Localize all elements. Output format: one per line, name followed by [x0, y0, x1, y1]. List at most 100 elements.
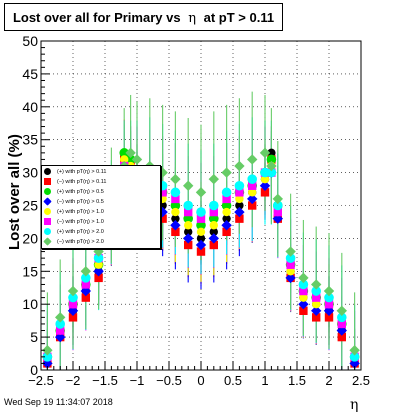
y-tick-label: 25	[22, 198, 38, 214]
data-point	[286, 267, 295, 276]
legend-marker	[43, 197, 52, 206]
data-point	[196, 247, 206, 256]
y-tick-label: 0	[30, 362, 38, 378]
data-point	[312, 293, 321, 302]
chart-title: Lost over all for Primary vs η at pT > 0…	[4, 3, 283, 31]
data-point	[183, 200, 193, 211]
data-point	[299, 286, 308, 296]
data-point	[266, 167, 277, 178]
data-point	[336, 305, 347, 316]
data-point	[208, 173, 219, 185]
data-point	[266, 160, 277, 172]
data-point	[170, 220, 181, 231]
legend-entry: (−) with pT(η) > 1.0	[44, 218, 104, 227]
data-point	[235, 194, 244, 204]
data-point	[125, 147, 136, 159]
data-point	[311, 279, 322, 290]
legend-label: (+) with pT(η) > 1.0	[57, 209, 104, 215]
data-point	[171, 194, 180, 204]
data-point	[234, 180, 245, 191]
legend-marker	[44, 208, 51, 216]
data-point	[285, 272, 296, 284]
legend-label: (+) with pT(η) > 0.11	[57, 169, 107, 175]
legend-marker	[44, 178, 51, 186]
legend-label: (−) with pT(η) > 2.0	[57, 239, 104, 245]
data-point	[248, 201, 257, 210]
legend-label: (−) with pT(η) > 0.5	[57, 199, 104, 205]
legend-label: (−) with pT(η) > 0.11	[57, 179, 107, 185]
x-tick-label: 0.5	[224, 373, 242, 388]
data-point	[94, 273, 103, 283]
data-point	[222, 207, 231, 217]
data-point	[285, 246, 296, 257]
data-point	[337, 319, 346, 329]
y-tick-label: 45	[22, 66, 38, 82]
legend-entry: (+) with pT(η) > 0.11	[44, 168, 106, 177]
y-tick-label: 35	[22, 132, 38, 148]
data-point	[195, 187, 207, 198]
x-tick-label: 2	[325, 373, 332, 388]
data-point	[298, 299, 309, 310]
data-point	[209, 240, 218, 250]
legend-label: (+) with pT(η) > 2.0	[57, 229, 104, 235]
data-point	[311, 305, 322, 316]
data-point	[222, 227, 231, 237]
data-point	[235, 214, 244, 223]
data-point	[183, 233, 194, 244]
data-point	[184, 207, 193, 217]
data-point	[248, 181, 257, 190]
data-point	[248, 188, 257, 197]
data-point	[55, 312, 66, 323]
legend-entry: (−) with pT(η) > 0.5	[43, 197, 104, 207]
data-point	[260, 174, 270, 184]
y-tick-label: 40	[22, 99, 38, 115]
data-point	[266, 154, 277, 165]
data-point	[235, 188, 244, 197]
data-point	[312, 313, 321, 322]
data-point	[260, 188, 270, 197]
data-point	[183, 180, 194, 191]
x-tick-label: −1	[130, 373, 145, 388]
data-point	[299, 293, 308, 302]
legend-marker	[44, 228, 51, 236]
legend-entry: (+) with pT(η) > 0.5	[44, 188, 104, 197]
legend-label: (+) with pT(η) > 0.5	[57, 189, 104, 195]
data-point	[312, 300, 321, 309]
data-point	[298, 272, 309, 284]
chart-title-eta: η	[188, 11, 196, 26]
data-point	[158, 214, 167, 223]
data-point	[68, 313, 78, 322]
x-tick-label: 2.5	[352, 373, 370, 388]
data-point	[221, 187, 232, 198]
data-point	[55, 319, 65, 329]
legend-marker	[43, 237, 52, 246]
legend-marker	[44, 218, 51, 226]
data-point	[273, 207, 282, 217]
data-point	[196, 227, 206, 237]
data-point	[56, 326, 65, 335]
data-point	[208, 233, 219, 244]
data-point	[337, 312, 347, 323]
data-point	[324, 300, 334, 309]
legend-label: (−) with pT(η) > 1.0	[57, 219, 104, 225]
data-point	[184, 221, 193, 230]
x-tick-label: 1.5	[288, 373, 306, 388]
data-point	[80, 266, 91, 277]
data-point	[184, 240, 193, 250]
data-point	[81, 280, 90, 289]
data-point	[120, 155, 129, 164]
y-tick-label: 20	[22, 230, 38, 246]
data-point	[235, 201, 244, 210]
data-point	[234, 160, 245, 172]
data-point	[171, 227, 180, 237]
data-point	[272, 193, 283, 205]
data-point	[170, 173, 181, 185]
data-point	[93, 266, 104, 277]
data-point	[247, 154, 258, 165]
data-point	[196, 214, 206, 223]
legend-entry: (+) with pT(η) > 2.0	[44, 228, 104, 237]
data-point	[285, 253, 296, 263]
data-point	[222, 214, 231, 223]
data-point	[273, 200, 283, 211]
legend-marker	[44, 168, 51, 176]
